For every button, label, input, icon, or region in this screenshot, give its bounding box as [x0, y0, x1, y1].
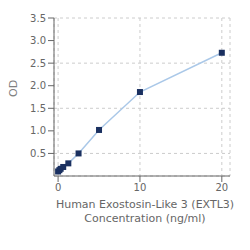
- svg-text:0.5: 0.5: [30, 148, 46, 159]
- svg-text:1.0: 1.0: [30, 125, 46, 136]
- svg-text:2.5: 2.5: [30, 58, 46, 69]
- svg-text:20: 20: [215, 182, 228, 193]
- svg-text:OD: OD: [8, 80, 20, 97]
- svg-text:3.5: 3.5: [30, 13, 46, 24]
- svg-text:1.5: 1.5: [30, 103, 46, 114]
- svg-text:3.0: 3.0: [30, 35, 46, 46]
- svg-text:10: 10: [134, 182, 147, 193]
- svg-text:2.0: 2.0: [30, 80, 46, 91]
- svg-text:0: 0: [55, 182, 61, 193]
- html-text:Human Exostosin-Like 3 (EXTL3): Human Exostosin-Like 3 (EXTL3): [55, 198, 235, 211]
- html-text:Concentration (ng/ml): Concentration (ng/ml): [84, 212, 206, 225]
